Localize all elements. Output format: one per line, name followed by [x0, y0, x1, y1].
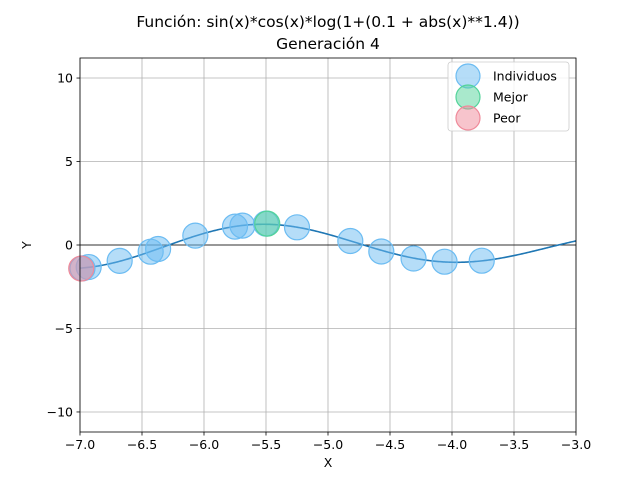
- point-mejor: [254, 210, 281, 237]
- point-individuos: [145, 235, 172, 263]
- y-tick-label: 0: [65, 238, 73, 253]
- x-tick-label: −6.5: [127, 437, 157, 452]
- x-tick-label: −3.0: [561, 437, 591, 452]
- point-individuos: [400, 245, 427, 272]
- y-tick-label: −10: [47, 404, 73, 419]
- legend-label: Mejor: [493, 90, 529, 105]
- x-tick-label: −6.0: [189, 437, 219, 452]
- x-tick-label: −4.5: [375, 437, 405, 452]
- point-individuos: [337, 227, 364, 255]
- x-axis-label: X: [324, 455, 333, 470]
- point-individuos: [431, 248, 458, 275]
- point-individuos: [368, 238, 395, 265]
- legend-label: Peor: [493, 111, 521, 126]
- x-tick-label: −7.0: [65, 437, 95, 452]
- x-tick-label: −3.5: [499, 437, 529, 452]
- x-tick-label: −5.0: [313, 437, 343, 452]
- legend: Individuos Mejor Peor: [447, 61, 570, 132]
- point-individuos: [468, 247, 495, 274]
- y-axis-label: Y: [19, 241, 34, 250]
- point-peor: [68, 255, 95, 282]
- point-individuos: [106, 247, 133, 274]
- scatter-points: [68, 210, 495, 282]
- legend-marker: [455, 105, 481, 131]
- x-tick-label: −4.0: [437, 437, 467, 452]
- chart-title: Función: sin(x)*cos(x)*log(1+(0.1 + abs(…: [136, 13, 519, 31]
- x-tick-label: −5.5: [251, 437, 281, 452]
- y-tick-label: −5: [55, 321, 73, 336]
- y-tick-label: 10: [57, 71, 73, 86]
- y-tick-label: 5: [65, 154, 73, 169]
- point-individuos: [283, 214, 311, 241]
- axis-ticks: −7.0 −6.5 −6.0 −5.5 −5.0 −4.5 −4.0 −3.5 −3.0 −10 −…: [47, 71, 592, 452]
- legend-label: Individuos: [493, 69, 557, 84]
- point-individuos: [182, 222, 209, 249]
- point-individuos: [229, 212, 256, 239]
- chart-subtitle: Generación 4: [276, 35, 380, 53]
